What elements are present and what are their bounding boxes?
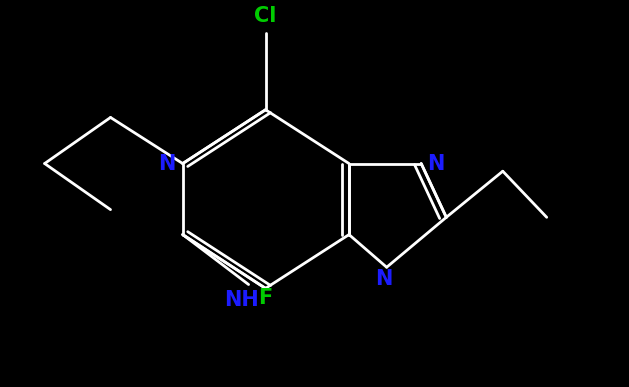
Text: N: N — [428, 154, 445, 173]
Text: NH: NH — [225, 290, 259, 310]
Text: Cl: Cl — [254, 6, 277, 26]
Text: F: F — [258, 288, 272, 308]
Text: N: N — [158, 154, 175, 173]
Text: N: N — [375, 269, 392, 289]
